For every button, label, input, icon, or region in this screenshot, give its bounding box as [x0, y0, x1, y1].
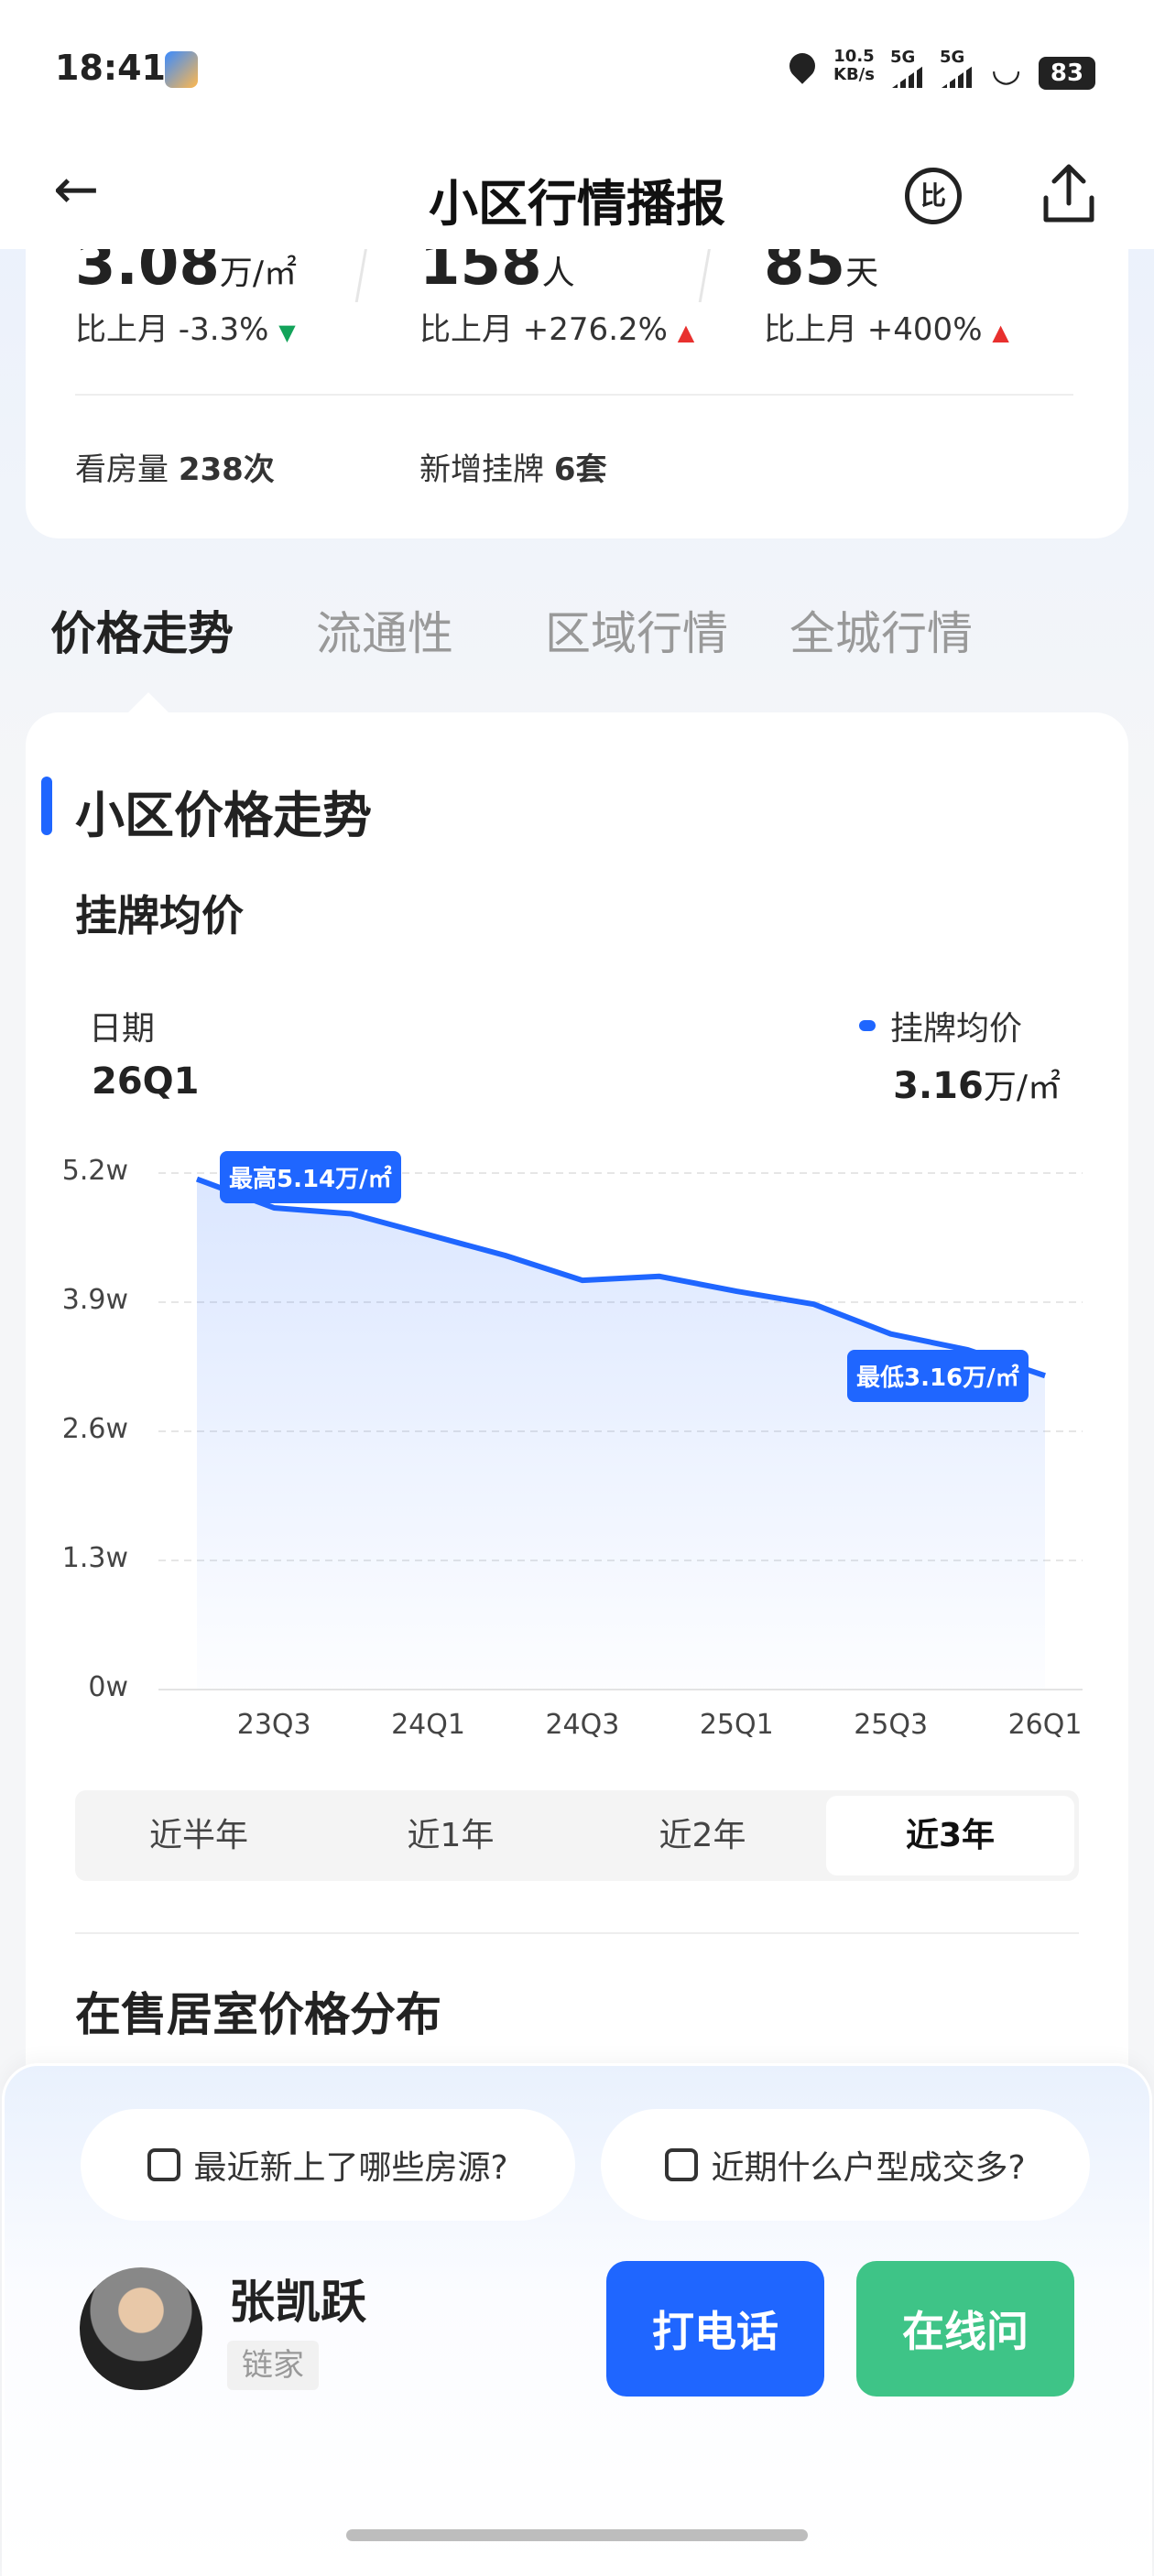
down-triangle-icon: ▼ [278, 320, 296, 345]
question-chip-layouts[interactable]: 近期什么户型成交多? [601, 2109, 1090, 2221]
new-listings: 新增挂牌 6套 [419, 451, 607, 488]
stat-price-change: 比上月 -3.3% ▼ [75, 311, 296, 348]
date-label: 日期 [89, 1010, 156, 1048]
compare-icon[interactable]: 比 [905, 168, 962, 224]
up-triangle-icon: ▲ [992, 320, 1009, 345]
agent-avatar[interactable] [80, 2267, 202, 2390]
range-6m[interactable]: 近半年 [148, 1817, 248, 1854]
divider [75, 394, 1073, 396]
x-tick-label: 24Q3 [545, 1709, 620, 1741]
stat-visitors-change: 比上月 +276.2% ▲ [419, 311, 695, 348]
signal-2-icon: 5G [940, 48, 965, 67]
signal-1-icon: 5G [890, 48, 916, 67]
net-unit: KB/s [833, 65, 875, 84]
legend-dot [859, 1020, 876, 1031]
location-icon [784, 48, 821, 84]
x-tick-label: 25Q1 [699, 1709, 774, 1741]
distribution-title: 在售居室价格分布 [75, 1988, 441, 2041]
y-tick-label: 3.9w [61, 1284, 128, 1316]
wifi-icon: ◡ [991, 49, 1022, 89]
net-speed: 10.5 [833, 47, 875, 66]
range-selector: 近半年 近1年 近2年 近3年 [75, 1790, 1079, 1881]
y-tick-label: 0w [88, 1671, 128, 1703]
series-line [195, 1176, 1046, 1379]
area-fill [197, 1179, 1045, 1690]
range-3y[interactable]: 近3年 [826, 1796, 1074, 1875]
legend-label: 挂牌均价 [890, 1010, 1023, 1048]
date-value: 26Q1 [92, 1060, 200, 1103]
chat-bubble-icon [147, 2148, 181, 2181]
app-notification-icon [165, 51, 198, 88]
chat-bubble-icon [665, 2148, 699, 2181]
section-title: 小区价格走势 [75, 787, 372, 844]
y-tick-label: 2.6w [61, 1413, 128, 1445]
y-tick-label: 5.2w [61, 1155, 128, 1187]
tab-city[interactable]: 全城行情 [789, 607, 973, 660]
tab-liquidity[interactable]: 流通性 [316, 607, 453, 660]
tab-price-trend[interactable]: 价格走势 [50, 607, 234, 660]
status-time: 18:41 [55, 48, 166, 88]
tab-district[interactable]: 区域行情 [545, 607, 728, 660]
signal-bars-icon [942, 66, 973, 88]
section-accent-bar [41, 777, 52, 835]
range-1y[interactable]: 近1年 [407, 1817, 495, 1854]
online-chat-button[interactable]: 在线问 [856, 2261, 1074, 2397]
status-bar: 18:41 10.5 KB/s 5G 5G ◡ 83 [0, 0, 1154, 137]
x-tick-label: 23Q3 [236, 1709, 311, 1741]
nav-header: ← 小区行情播报 比 [0, 137, 1154, 249]
x-tick-label: 24Q1 [391, 1709, 465, 1741]
agent-company-badge: 链家 [227, 2341, 319, 2390]
share-icon[interactable] [1042, 161, 1095, 225]
up-triangle-icon: ▲ [677, 320, 695, 345]
signal-bars-icon [892, 66, 923, 88]
call-button[interactable]: 打电话 [606, 2261, 824, 2397]
home-indicator[interactable] [346, 2529, 808, 2541]
back-arrow-icon[interactable]: ← [53, 158, 100, 222]
section-subtitle: 挂牌均价 [75, 891, 244, 940]
max-price-marker: 最高5.14万/㎡ [220, 1151, 401, 1203]
x-tick-label: 26Q1 [1007, 1709, 1083, 1741]
readout-value: 3.16万/㎡ [893, 1065, 1061, 1107]
divider [75, 1932, 1079, 1934]
y-tick-label: 1.3w [61, 1542, 128, 1574]
battery-icon: 83 [1039, 57, 1095, 90]
x-tick-label: 25Q3 [854, 1709, 929, 1741]
agent-name: 张凯跃 [229, 2276, 366, 2329]
page-title: 小区行情播报 [429, 175, 725, 233]
min-price-marker: 最低3.16万/㎡ [847, 1350, 1029, 1402]
question-chip-new-listings[interactable]: 最近新上了哪些房源? [81, 2109, 575, 2221]
views-count: 看房量 238次 [75, 451, 275, 488]
price-chart [158, 1172, 1083, 1690]
active-tab-pointer [128, 692, 169, 712]
range-2y[interactable]: 近2年 [659, 1817, 746, 1854]
stat-days-change: 比上月 +400% ▲ [764, 311, 1009, 348]
